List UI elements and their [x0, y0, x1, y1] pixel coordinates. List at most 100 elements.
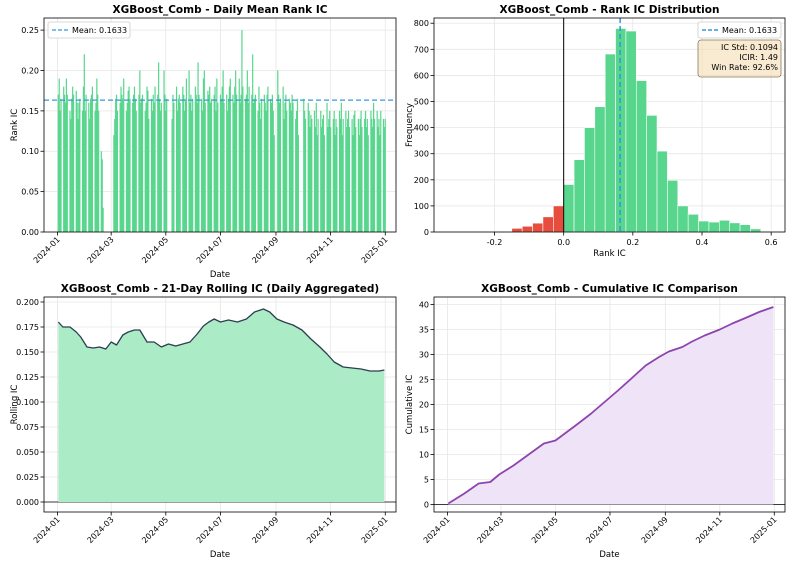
x-tick-label: 2024-03	[86, 515, 116, 545]
ic-bar	[197, 62, 199, 232]
histogram-bar	[646, 115, 658, 233]
x-axis-label: Rank IC	[593, 249, 625, 259]
series-line	[57, 308, 385, 372]
ic-bar	[273, 135, 275, 232]
histogram-bar	[604, 53, 616, 233]
histogram-bar	[750, 228, 762, 233]
panel-4: 2024-01 2024-03 2024-05 2024-07 2024-09 2024-…	[405, 283, 786, 560]
ic-bar	[284, 102, 286, 232]
x-tick-label: 2024-11	[694, 515, 724, 545]
x-axis-label: Date	[210, 550, 230, 560]
ic-bar	[159, 110, 162, 232]
x-tick-label: 2025-01	[360, 515, 390, 545]
panel-3: 2024-01 2024-03 2024-05 2024-07 2024-09 2024-…	[10, 283, 397, 560]
ic-bar	[308, 110, 310, 232]
ic-bar	[208, 94, 210, 232]
ic-bar	[358, 135, 360, 232]
ic-bar	[165, 110, 167, 232]
ic-bar	[82, 86, 85, 232]
ic-bar	[252, 54, 254, 232]
y-tick-label: 100	[414, 202, 429, 211]
ic-bar	[132, 102, 134, 232]
ic-bar	[295, 118, 297, 232]
ic-bar	[289, 102, 291, 232]
panel-2: -0.2 0.0 0.2 0.4 0.6 0 100 200 300 400 500 600 700 80…	[405, 4, 786, 259]
ic-bar	[178, 94, 180, 232]
y-tick-label: 600	[414, 71, 429, 80]
ic-bar	[191, 110, 193, 232]
y-tick-label: 35	[419, 326, 429, 335]
histogram-bar	[636, 80, 647, 233]
ic-bar	[282, 86, 284, 232]
legend-label: Mean: 0.1633	[72, 26, 127, 35]
ic-bar	[217, 102, 219, 232]
y-tick-label: 0.200	[16, 298, 39, 307]
histogram-bar	[584, 127, 596, 233]
ic-bar	[365, 127, 368, 232]
ic-bar	[172, 94, 174, 232]
ic-bar	[332, 118, 334, 232]
ic-bar	[215, 110, 217, 232]
ic-bar	[88, 102, 90, 232]
ic-bar	[235, 94, 238, 232]
ic-bar	[79, 98, 81, 232]
y-tick-label: 0.20	[21, 66, 39, 75]
ic-bar	[338, 110, 341, 232]
ic-bar	[78, 102, 80, 232]
histogram-bar	[532, 222, 544, 233]
ic-bar	[182, 86, 184, 232]
y-tick-label: 0.175	[16, 323, 39, 332]
ic-bar	[320, 110, 322, 232]
ic-bar	[316, 135, 318, 232]
stats-line: Win Rate: 92.6%	[711, 63, 778, 72]
ic-bar	[234, 86, 236, 232]
histogram-bar	[511, 228, 523, 233]
ic-bar	[119, 102, 121, 232]
ic-bar	[267, 86, 269, 232]
ic-bar	[379, 135, 381, 232]
y-tick-label: 30	[419, 351, 429, 360]
ic-bar	[114, 118, 116, 232]
ic-bar	[83, 54, 85, 232]
ic-bar	[277, 70, 279, 232]
ic-bar	[322, 114, 325, 232]
y-axis-label: Rolling IC	[10, 385, 20, 425]
ic-bar	[58, 78, 60, 232]
ic-bar	[96, 78, 98, 232]
ic-bar	[160, 102, 162, 232]
ic-bar	[198, 94, 200, 232]
ic-bar	[377, 127, 379, 232]
ic-bar	[295, 110, 298, 232]
ic-bar	[141, 98, 143, 232]
ic-bar	[271, 94, 273, 232]
ic-bar	[189, 102, 191, 232]
ic-bar	[134, 98, 136, 232]
ic-bar	[195, 94, 197, 232]
ic-bar	[220, 98, 222, 232]
ic-bar	[257, 110, 259, 232]
histogram-bar	[625, 30, 637, 233]
ic-bar	[183, 94, 185, 232]
ic-bar	[251, 94, 253, 232]
y-tick-label: 0.125	[16, 373, 39, 382]
ic-bar	[360, 110, 362, 232]
y-axis-label: Rank IC	[10, 109, 20, 141]
ic-bar	[321, 127, 323, 232]
legend-label: Mean: 0.1633	[722, 26, 777, 35]
ic-bar	[241, 30, 243, 233]
ic-bar	[184, 110, 186, 232]
area-fill	[58, 309, 385, 502]
ic-bar	[323, 135, 325, 232]
ic-bar	[214, 86, 216, 232]
ic-bar	[279, 98, 282, 232]
ic-bar	[242, 86, 244, 232]
ic-bar	[367, 135, 369, 232]
ic-bar	[229, 78, 231, 232]
ic-bar	[213, 94, 215, 232]
ic-bar	[135, 110, 137, 232]
panel-1: 2024-01 2024-03 2024-05 2024-07 2024-09 2024-…	[10, 4, 397, 280]
ic-bar	[330, 127, 332, 232]
ic-bar	[311, 118, 313, 232]
x-tick-label: 2024-01	[422, 515, 452, 545]
